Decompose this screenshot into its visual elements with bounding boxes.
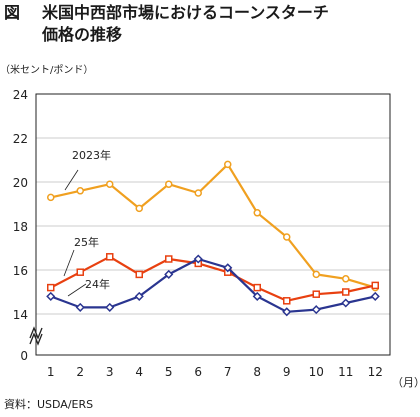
data-point [283, 233, 291, 241]
data-point [312, 270, 320, 279]
data-point [46, 291, 56, 301]
data-point [253, 209, 261, 217]
data-point [47, 193, 55, 202]
data-point [283, 297, 291, 305]
data-point [135, 204, 143, 213]
y-tick-label: 16 [13, 264, 28, 278]
data-point [253, 283, 261, 292]
y-axis-label: （米セント/ポンド） [0, 63, 93, 76]
y-tick-label: 24 [13, 88, 28, 102]
data-point [193, 254, 203, 264]
series-line [50, 163, 376, 289]
chart-title: 図 米国中西部市場におけるコーンスターチ 価格の推移 [4, 2, 329, 46]
title-line-1: 米国中西部市場におけるコーンスターチ [42, 3, 329, 22]
data-point [47, 283, 55, 292]
source-note: 資料：USDA/ERS [4, 398, 94, 411]
data-point [311, 305, 321, 315]
x-tick-label: 8 [253, 365, 261, 379]
x-axis-label: （月） [392, 376, 420, 389]
data-point [194, 189, 202, 197]
series-label-2023-leader [64, 169, 79, 191]
data-point [370, 291, 380, 301]
data-point [105, 302, 115, 312]
axis-break-bottom [29, 332, 43, 346]
x-tick-label: 10 [309, 365, 324, 379]
y-tick-label: 22 [13, 132, 28, 146]
data-point [164, 269, 174, 279]
data-point [165, 255, 173, 263]
series-label-2023: 2023年 [72, 148, 111, 162]
x-tick-label: 3 [106, 365, 114, 379]
x-tick-label: 7 [224, 365, 232, 379]
series-2 [46, 254, 380, 317]
data-point [75, 302, 85, 312]
data-point [252, 291, 262, 301]
series-label-24: 24年 [85, 277, 110, 291]
x-tick-label: 5 [165, 365, 173, 379]
data-point [282, 307, 292, 317]
plot-frame [35, 93, 391, 356]
y-tick-label: 0 [20, 349, 28, 363]
x-tick-label: 9 [283, 365, 291, 379]
data-point [165, 180, 173, 188]
x-tick-label: 2 [76, 365, 84, 379]
title-line-2: 価格の推移 [42, 25, 123, 44]
data-point [106, 180, 114, 188]
x-tick-label: 6 [194, 365, 202, 379]
series-line [50, 257, 376, 313]
x-tick-label: 11 [338, 365, 353, 379]
data-point [106, 253, 114, 261]
data-point [223, 263, 233, 273]
data-point [342, 288, 350, 296]
series-label-25-leader [63, 249, 75, 277]
data-point [76, 187, 84, 195]
figure-label: 図 [4, 3, 21, 22]
y-tick-label: 18 [13, 220, 28, 234]
data-point [135, 270, 143, 279]
x-tick-label: 4 [135, 365, 143, 379]
series-label-25: 25年 [74, 235, 99, 249]
data-point [341, 298, 351, 308]
y-tick-label: 20 [13, 176, 28, 190]
series-label-24-leader [67, 283, 87, 297]
x-tick-label: 1 [47, 365, 55, 379]
x-tick-label: 12 [368, 365, 383, 379]
data-point [134, 291, 144, 301]
data-point [312, 290, 320, 298]
data-point [224, 160, 232, 169]
data-point [76, 268, 84, 276]
series-line [50, 255, 376, 302]
data-point [342, 275, 350, 283]
y-tick-label: 14 [13, 308, 28, 322]
data-point [371, 281, 379, 290]
axis-break-top [29, 326, 43, 340]
axis-break [29, 326, 43, 346]
